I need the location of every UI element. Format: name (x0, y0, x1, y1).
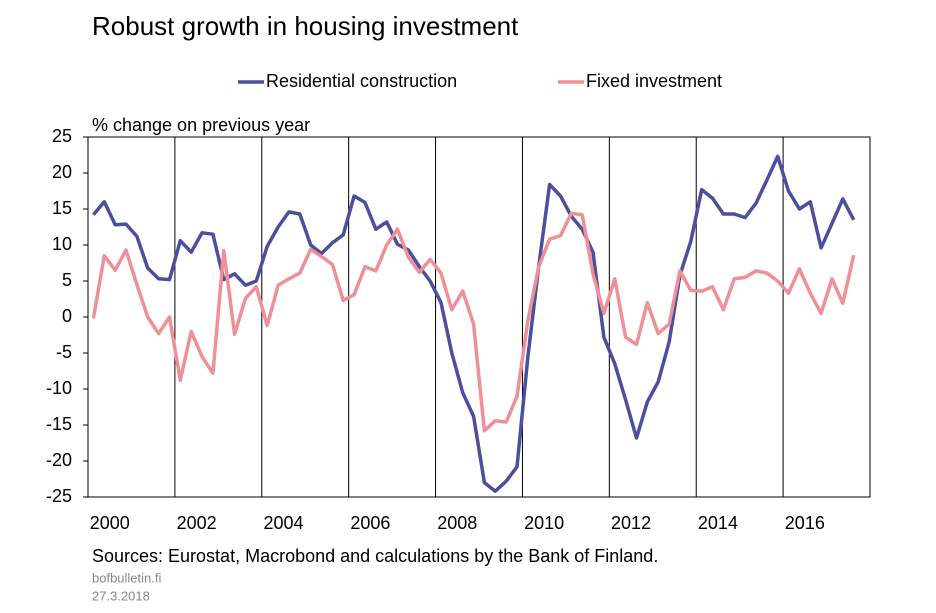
x-tick-label: 2008 (437, 513, 477, 533)
y-tick-label: -20 (46, 450, 72, 470)
y-axis-label: % change on previous year (92, 115, 310, 135)
y-tick-label: 15 (52, 198, 72, 218)
series-line (91, 211, 856, 433)
x-tick-label: 2010 (524, 513, 564, 533)
plot-frame (87, 136, 871, 498)
y-tick-label: -5 (56, 342, 72, 362)
legend-label: Residential construction (266, 71, 457, 91)
y-tick-label: 20 (52, 162, 72, 182)
y-tick-label: 5 (62, 270, 72, 290)
x-tick-label: 2004 (263, 513, 303, 533)
footer: 27.3.2018 (92, 588, 150, 603)
x-tick-label: 2014 (698, 513, 738, 533)
y-tick-label: -25 (46, 486, 72, 506)
y-tick-label: 25 (52, 126, 72, 146)
legend-label: Fixed investment (586, 71, 722, 91)
x-tick-label: 2006 (350, 513, 390, 533)
x-tick-label: 2016 (785, 513, 825, 533)
footer: bofbulletin.fi (92, 570, 161, 585)
chart-title: Robust growth in housing investment (92, 11, 519, 41)
source: Sources: Eurostat, Macrobond and calcula… (92, 546, 658, 566)
x-tick-label: 2012 (611, 513, 651, 533)
x-tick-label: 2002 (177, 513, 217, 533)
y-tick-label: -10 (46, 378, 72, 398)
y-tick-label: 0 (62, 306, 72, 326)
series-line (92, 154, 856, 493)
y-tick-label: 10 (52, 234, 72, 254)
x-tick-label: 2000 (90, 513, 130, 533)
y-tick-label: -15 (46, 414, 72, 434)
